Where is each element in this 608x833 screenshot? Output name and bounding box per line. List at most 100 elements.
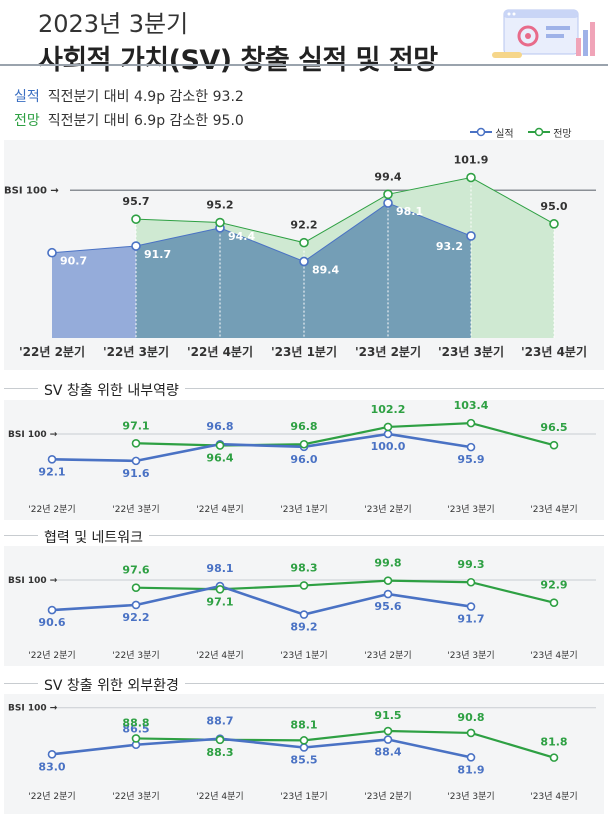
actual-data-label: 83.0: [38, 760, 65, 773]
actual-data-label: 93.2: [436, 240, 463, 253]
forecast-point: [383, 422, 393, 432]
actual-data-label: 91.7: [144, 248, 171, 261]
actual-line: [51, 737, 472, 759]
forecast-data-label: 88.8: [122, 716, 149, 729]
forecast-tag: 전망: [14, 113, 40, 129]
x-tick-label: '22년 2분기: [28, 650, 75, 661]
actual-data-label: 86.5: [122, 723, 149, 736]
actual-data-label: 89.4: [312, 263, 339, 276]
forecast-data-label: 88.1: [290, 718, 317, 731]
forecast-data-label: 96.8: [290, 420, 317, 433]
x-tick-label: '22년 2분기: [28, 791, 75, 802]
actual-data-label: 90.6: [38, 616, 65, 629]
forecast-data-label: 101.9: [454, 154, 489, 167]
forecast-data-label: 95.2: [206, 199, 233, 212]
legend-actual-marker: [470, 127, 492, 137]
actual-point: [47, 247, 57, 258]
actual-data-label: 96.0: [290, 453, 317, 466]
section-title-internal: SV 창출 위한 내부역량: [38, 380, 185, 400]
x-tick-label: '23년 1분기: [280, 791, 327, 802]
forecast-data-label: 99.3: [457, 558, 484, 571]
x-tick-label: '22년 2분기: [28, 504, 75, 515]
actual-point: [466, 753, 476, 762]
report-subtitle: 2023년 3분기: [38, 10, 189, 38]
actual-data-label: 95.9: [457, 453, 484, 466]
actual-point: [383, 735, 393, 744]
x-tick-label: '22년 3분기: [112, 791, 159, 802]
forecast-point: [549, 598, 559, 608]
actual-data-label: 81.9: [457, 763, 484, 776]
forecast-data-label: 97.1: [122, 419, 149, 432]
x-tick-label: '23년 4분기: [521, 344, 587, 359]
x-tick-label: '23년 3분기: [438, 344, 504, 359]
actual-line: [51, 202, 472, 263]
actual-data-label: 100.0: [371, 440, 406, 453]
x-tick-label: '23년 4분기: [530, 791, 577, 802]
actual-data-label: 89.2: [290, 621, 317, 634]
actual-data-label: 95.6: [374, 600, 401, 613]
forecast-point: [383, 189, 393, 200]
baseline-label: BSI 100 →: [8, 576, 58, 586]
forecast-line: [135, 177, 555, 244]
actual-point: [299, 743, 309, 752]
forecast-point: [466, 577, 476, 587]
legend-forecast-label: 전망: [553, 129, 572, 140]
actual-point: [466, 231, 476, 241]
report-title: 사회적 가치(SV) 창출 실적 및 전망: [38, 45, 438, 76]
actual-data-label: 85.5: [290, 753, 317, 766]
actual-data-label: 98.1: [206, 562, 233, 575]
x-tick-label: '23년 3분기: [447, 650, 494, 661]
forecast-data-label: 95.7: [122, 195, 149, 208]
actual-summary: 실적 직전분기 대비 4.9p 감소한 93.2: [14, 86, 244, 106]
x-tick-label: '22년 4분기: [196, 504, 243, 515]
actual-data-label: 90.7: [60, 255, 87, 268]
actual-point: [47, 605, 57, 615]
external-chart-panel: [4, 694, 604, 814]
actual-point: [131, 241, 141, 251]
actual-point: [299, 256, 309, 267]
section-divider-3: [4, 683, 604, 684]
forecast-point: [131, 438, 141, 448]
forecast-point: [299, 581, 309, 590]
forecast-point: [131, 734, 141, 743]
forecast-data-label: 92.2: [290, 219, 317, 232]
header-divider: [0, 64, 608, 66]
forecast-data-label: 97.6: [122, 564, 149, 577]
forecast-line: [135, 422, 555, 447]
x-tick-label: '22년 3분기: [112, 650, 159, 661]
forecast-data-label: 95.0: [540, 200, 567, 213]
forecast-point: [131, 583, 141, 592]
forecast-point: [466, 418, 476, 428]
actual-data-label: 92.2: [122, 611, 149, 624]
baseline-label: BSI 100 →: [4, 185, 59, 196]
x-tick-label: '22년 4분기: [187, 344, 253, 359]
x-tick-label: '22년 4분기: [196, 791, 243, 802]
legend-forecast-marker: [528, 127, 550, 137]
forecast-summary: 전망 직전분기 대비 6.9p 감소한 95.0: [14, 110, 244, 130]
forecast-data-label: 97.1: [206, 595, 233, 608]
actual-point: [131, 600, 141, 610]
forecast-point: [299, 237, 309, 248]
x-tick-label: '23년 4분기: [530, 504, 577, 515]
x-tick-label: '22년 3분기: [112, 504, 159, 515]
baseline-label: BSI 100 →: [8, 704, 58, 714]
forecast-data-label: 96.4: [206, 452, 233, 465]
forecast-point: [549, 753, 559, 762]
actual-point: [299, 610, 309, 619]
forecast-data-label: 81.8: [540, 736, 567, 749]
forecast-data-label: 99.8: [374, 557, 401, 570]
actual-point: [47, 454, 57, 464]
forecast-point: [215, 217, 225, 228]
forecast-point: [383, 726, 393, 736]
baseline-label: BSI 100 →: [8, 430, 58, 440]
forecast-data-label: 98.3: [290, 561, 317, 574]
x-tick-label: '23년 2분기: [364, 650, 411, 661]
actual-point: [383, 198, 393, 208]
section-title-network: 협력 및 네트워크: [38, 527, 150, 547]
forecast-data-label: 91.5: [374, 709, 401, 722]
actual-point: [466, 442, 476, 452]
x-tick-label: '22년 2분기: [19, 344, 85, 359]
section-title-external: SV 창출 위한 외부환경: [38, 675, 185, 695]
forecast-point: [131, 214, 141, 224]
x-tick-label: '23년 4분기: [530, 650, 577, 661]
